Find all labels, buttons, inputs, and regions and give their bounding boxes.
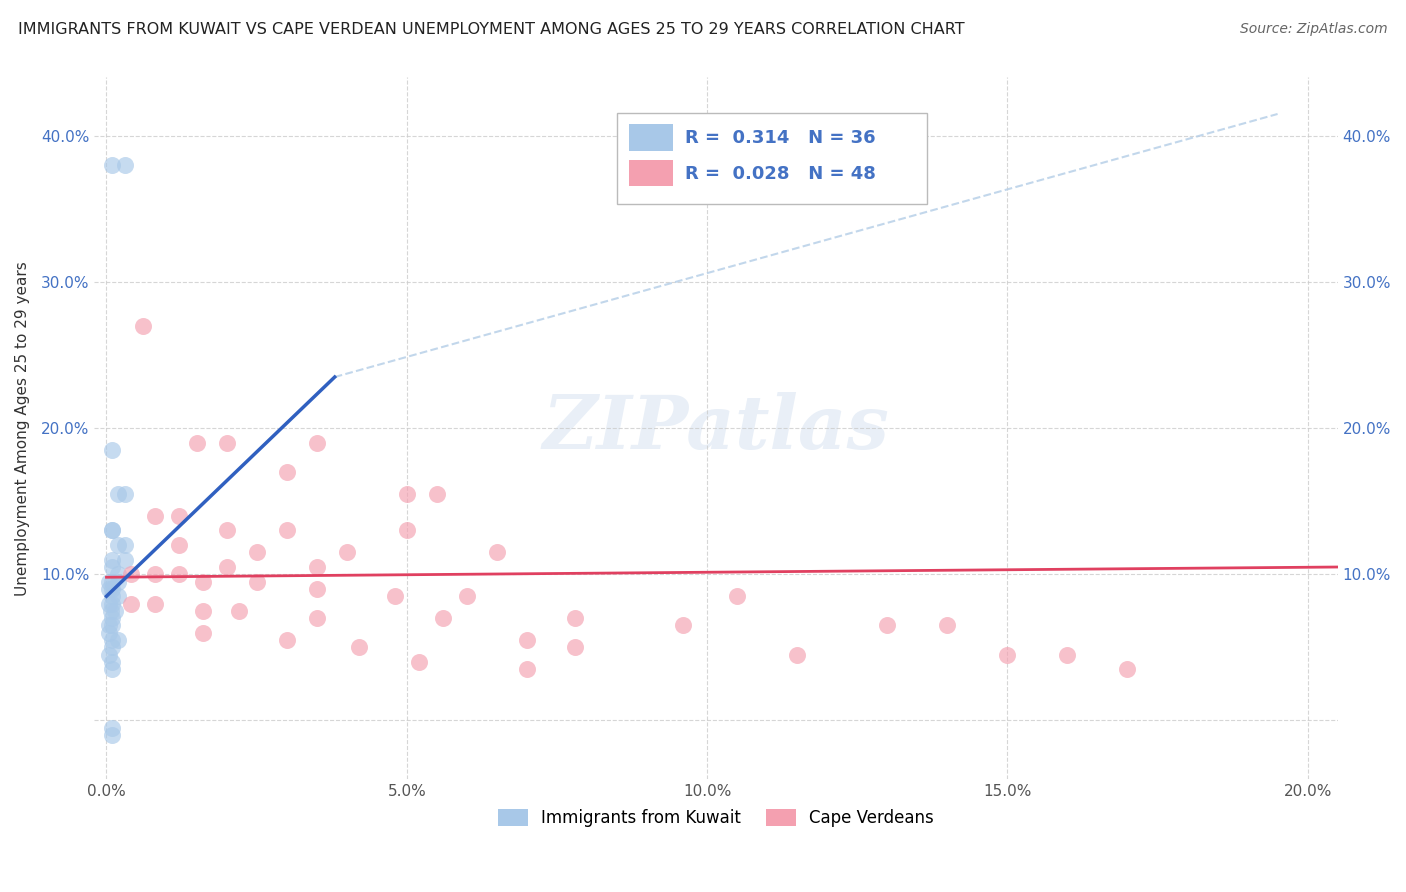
Point [305,582,328,596]
Point [107,487,129,501]
Point [167,567,190,582]
Bar [628,125,672,151]
Point [114,158,136,172]
Point [384,589,406,603]
Point [120,597,142,611]
Point [516,633,538,648]
Bar [628,160,672,186]
Point [131,318,153,333]
Point [564,611,586,625]
Point [101,655,124,669]
Point [98,574,121,589]
Point [101,597,124,611]
Point [114,487,136,501]
Point [107,633,129,648]
Point [408,655,430,669]
Point [246,545,269,559]
Legend: Immigrants from Kuwait, Cape Verdeans: Immigrants from Kuwait, Cape Verdeans [491,802,941,834]
Point [191,604,214,618]
Point [1056,648,1078,662]
Point [101,721,124,735]
Point [246,574,269,589]
Point [101,589,124,603]
Y-axis label: Unemployment Among Ages 25 to 29 years: Unemployment Among Ages 25 to 29 years [15,260,30,596]
Point [114,538,136,552]
Point [672,618,695,632]
Point [101,524,124,538]
Point [876,618,898,632]
Point [432,611,454,625]
Point [114,552,136,566]
Point [101,574,124,589]
Point [936,618,959,632]
Point [107,538,129,552]
Point [107,567,129,582]
Point [101,662,124,676]
Point [107,574,129,589]
Point [101,560,124,574]
Point [101,524,124,538]
Point [101,443,124,458]
Point [98,618,121,632]
Text: ZIPatlas: ZIPatlas [543,392,890,465]
Point [101,633,124,648]
Point [191,625,214,640]
Point [215,560,238,574]
Point [786,648,808,662]
Point [143,597,166,611]
Point [228,604,250,618]
Point [395,487,418,501]
Point [305,611,328,625]
Point [98,648,121,662]
Point [98,625,121,640]
Point [143,567,166,582]
Point [305,435,328,450]
Point [564,640,586,655]
Point [191,574,214,589]
Point [100,604,122,618]
Point [426,487,449,501]
Point [276,465,298,479]
Point [305,560,328,574]
Point [104,604,127,618]
Text: Source: ZipAtlas.com: Source: ZipAtlas.com [1240,22,1388,37]
Text: R =  0.314   N = 36: R = 0.314 N = 36 [685,129,876,147]
Point [276,524,298,538]
Point [456,589,478,603]
Point [276,633,298,648]
Point [1116,662,1139,676]
Point [485,545,508,559]
Point [725,589,748,603]
Point [98,582,121,596]
Point [101,582,124,596]
Point [215,435,238,450]
Point [101,611,124,625]
Point [167,538,190,552]
Point [98,597,121,611]
Point [101,158,124,172]
Point [143,508,166,523]
Point [120,567,142,582]
Point [167,508,190,523]
Point [215,524,238,538]
Point [995,648,1018,662]
Text: R =  0.028   N = 48: R = 0.028 N = 48 [685,164,876,183]
Point [101,728,124,742]
Point [101,618,124,632]
Point [336,545,359,559]
Point [516,662,538,676]
Text: IMMIGRANTS FROM KUWAIT VS CAPE VERDEAN UNEMPLOYMENT AMONG AGES 25 TO 29 YEARS CO: IMMIGRANTS FROM KUWAIT VS CAPE VERDEAN U… [18,22,965,37]
Point [107,589,129,603]
FancyBboxPatch shape [617,112,928,203]
Point [395,524,418,538]
Point [101,640,124,655]
Point [101,552,124,566]
Point [186,435,208,450]
Point [347,640,370,655]
